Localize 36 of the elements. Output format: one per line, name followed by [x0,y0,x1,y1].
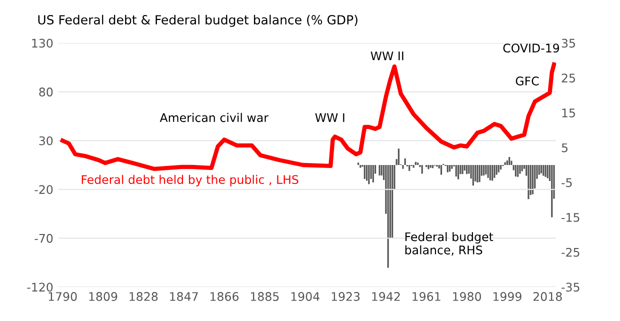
y-tick-label: -120 [27,282,53,292]
annotation: GFC [516,76,539,86]
x-tick-label: 1866 [210,292,239,301]
y2-tick-label: -15 [562,213,580,222]
series-label: Federal debt held by the public , LHS [82,174,298,186]
x-tick-label: 1904 [291,292,320,301]
y-tick-label: 130 [32,38,53,48]
y-tick-label: 80 [39,88,53,96]
y2-tick-label: -5 [562,178,572,188]
line-series [60,62,556,171]
y-tick-label: -70 [34,234,53,243]
x-tick-label: 1999 [493,292,522,301]
annotation: American civil war [160,112,268,122]
y2-tick-label: 25 [562,74,575,83]
annotation: WW II [370,52,404,60]
y2-tick-label: 35 [562,38,575,48]
x-tick-label: 1809 [89,292,118,301]
y2-tick-label: 5 [562,143,568,152]
series-label: Federal budget balance, RHS [405,232,494,256]
y2-tick-label: 15 [562,108,575,118]
x-tick-label: 1961 [412,292,440,301]
y-tick-label: -20 [34,185,53,194]
x-tick-label: 1828 [130,292,158,301]
x-tick-label: 1980 [453,292,482,301]
y2-tick-label: -35 [562,282,580,292]
x-tick-label: 1942 [372,292,400,301]
x-tick-label: 2018 [533,292,562,301]
y2-tick-label: -25 [562,248,580,257]
annotation: COVID-19 [503,44,560,53]
annotation: WW I [315,113,344,122]
x-tick-label: 1923 [332,292,360,301]
chart-title: US Federal debt & Federal budget balance (% GDP) [38,14,358,27]
x-tick-label: 1790 [48,292,77,301]
x-tick-label: 1885 [250,292,279,301]
y-tick-label: 30 [39,136,53,146]
x-tick-label: 1847 [170,292,198,301]
